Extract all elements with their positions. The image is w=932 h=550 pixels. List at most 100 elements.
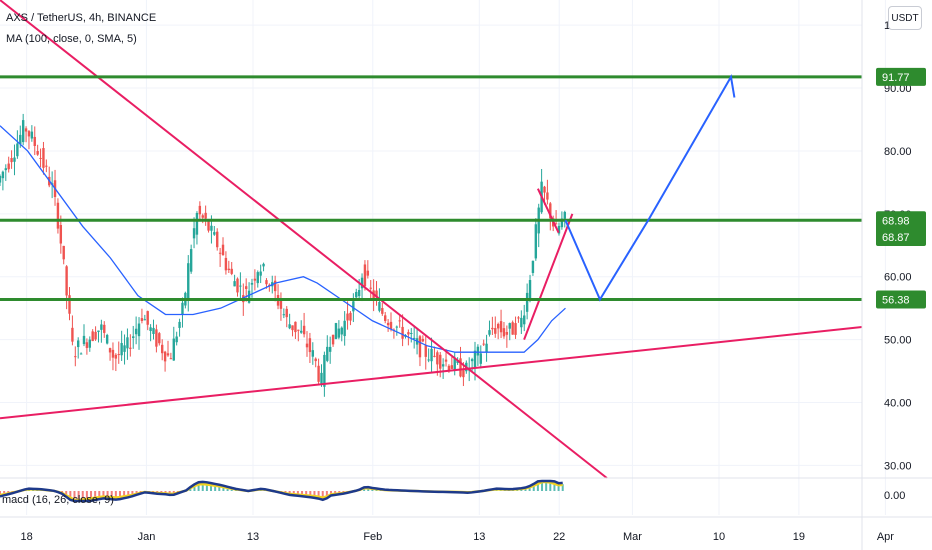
candle-body — [103, 324, 106, 333]
candle-body — [175, 336, 178, 343]
macd-histogram-bar — [81, 491, 84, 500]
candle-body — [279, 298, 283, 309]
candle-body — [120, 343, 123, 356]
candle-body — [13, 157, 16, 162]
candle-body — [259, 271, 262, 276]
level-price-label: 56.38 — [882, 295, 910, 307]
x-tick-label: 18 — [21, 531, 33, 543]
macd-histogram-bar — [123, 491, 126, 497]
candle-body — [291, 325, 294, 331]
candle-body — [111, 349, 115, 358]
candle-body — [294, 321, 297, 333]
macd-histogram-bar — [69, 491, 72, 499]
candle-body — [323, 354, 326, 387]
candle-body — [439, 354, 442, 369]
x-tick-label: 22 — [553, 531, 565, 543]
candle-body — [334, 323, 338, 339]
ma-legend: MA (100, close, 0, SMA, 5) — [6, 33, 137, 45]
candle-body — [320, 372, 323, 384]
candle-body — [253, 278, 257, 281]
macd-histogram-bar — [292, 491, 295, 495]
x-tick-label: Jan — [138, 531, 156, 543]
macd-histogram-bar — [222, 486, 225, 491]
macd-histogram-bar — [193, 485, 196, 491]
macd-histogram-bar — [545, 482, 548, 491]
candle-body — [195, 212, 199, 235]
candle-body — [62, 245, 65, 260]
candle-body — [412, 337, 416, 339]
candle-body — [201, 215, 204, 218]
candle-body — [265, 280, 268, 285]
y-tick-label: 60.00 — [884, 272, 912, 284]
candle-body — [407, 332, 410, 335]
macd-histogram-bar — [325, 491, 328, 498]
candle-body — [247, 290, 251, 303]
trend-line — [536, 188, 560, 234]
candle-body — [33, 136, 36, 147]
candle-body — [502, 328, 506, 337]
x-tick-label: Mar — [623, 531, 642, 543]
currency-button[interactable]: USDT — [888, 6, 922, 30]
x-tick-label: 19 — [793, 531, 805, 543]
candle-body — [117, 354, 120, 356]
candle-body — [59, 225, 63, 244]
candle-body — [534, 224, 538, 259]
candle-body — [366, 270, 370, 276]
level-price-label: 91.77 — [882, 72, 910, 84]
candle-body — [82, 335, 86, 345]
candle-body — [384, 315, 387, 321]
candle-body — [491, 327, 494, 330]
candle-body — [520, 317, 523, 328]
macd-legend: macd (16, 26, close, 9) — [2, 494, 114, 506]
candle-body — [160, 344, 164, 354]
candle-body — [187, 263, 190, 299]
candle-body — [105, 334, 109, 344]
macd-histogram-bar — [309, 491, 312, 497]
candle-body — [172, 338, 175, 361]
candle-body — [288, 324, 291, 329]
candle-body — [360, 277, 364, 289]
macd-histogram-bar — [77, 491, 80, 500]
candle-body — [85, 342, 89, 348]
candle-body — [410, 332, 413, 334]
candle-body — [36, 151, 39, 155]
candle-body — [282, 314, 286, 316]
x-tick-label: 13 — [473, 531, 485, 543]
candle-body — [363, 264, 367, 287]
drawings-layer — [0, 0, 863, 479]
macd-histogram-bar — [321, 491, 324, 499]
candle-body — [123, 345, 126, 352]
x-tick-label: Apr — [877, 531, 894, 543]
candle-body — [311, 350, 315, 357]
candle-body — [236, 278, 239, 293]
candle-body — [514, 323, 517, 335]
macd-histogram-bar — [106, 491, 109, 498]
candle-body — [233, 281, 236, 287]
candle-body — [189, 249, 193, 272]
price-series — [0, 113, 566, 397]
trend-line — [0, 0, 608, 479]
candle-body — [389, 321, 393, 329]
candle-body — [395, 326, 398, 328]
macd-histogram-bar — [334, 491, 337, 495]
candle-body — [169, 358, 173, 360]
macd-histogram-bar — [0, 491, 1, 496]
candle-body — [10, 158, 13, 163]
candle-body — [485, 343, 488, 352]
candle-body — [221, 244, 225, 256]
y-tick-label: 30.00 — [884, 460, 912, 472]
macd-histogram-bar — [210, 484, 213, 491]
macd-histogram-bar — [131, 491, 134, 496]
candle-body — [250, 282, 254, 285]
candle-body — [224, 257, 228, 271]
candle-body — [74, 356, 77, 358]
candle-body — [149, 327, 152, 332]
candle-body — [16, 143, 19, 157]
candle-body — [444, 359, 448, 362]
candle-body — [528, 280, 532, 299]
candle-body — [340, 327, 343, 335]
candle-body — [285, 308, 288, 318]
x-tick-label: 10 — [713, 531, 725, 543]
candle-body — [462, 370, 465, 378]
